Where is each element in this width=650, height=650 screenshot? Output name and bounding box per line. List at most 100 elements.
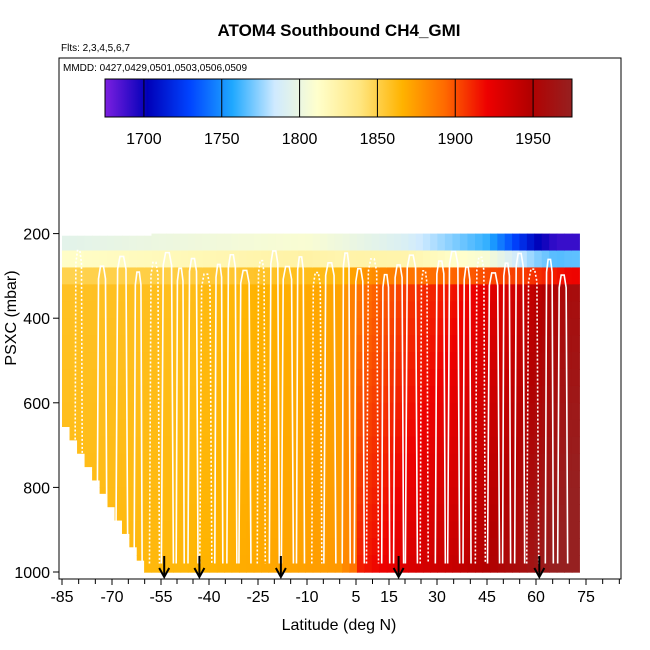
- heatmap-cell: [422, 233, 431, 252]
- heatmap-cell: [444, 555, 454, 573]
- heatmap-cell: [305, 419, 314, 438]
- heatmap-cell: [238, 436, 247, 455]
- heatmap-cell: [136, 487, 145, 505]
- heatmap-cell: [571, 572, 580, 573]
- heatmap-cell: [107, 284, 116, 302]
- heatmap-cell: [246, 250, 255, 269]
- heatmap-cell: [556, 487, 565, 505]
- heatmap-cell: [166, 453, 174, 472]
- heatmap-cell: [275, 419, 284, 438]
- heatmap-cell: [437, 555, 446, 573]
- heatmap-cell: [275, 352, 284, 370]
- heatmap-cell: [467, 487, 476, 505]
- heatmap-cell: [305, 487, 314, 505]
- heatmap-cell: [452, 284, 461, 302]
- heatmap-cell: [504, 250, 513, 269]
- heatmap-cell: [238, 335, 247, 353]
- heatmap-cell: [534, 284, 543, 302]
- heatmap-cell: [77, 385, 86, 404]
- flight-profile: [256, 259, 267, 564]
- heatmap-cell: [475, 368, 484, 387]
- heatmap-cell: [342, 521, 351, 539]
- heatmap-cell: [452, 368, 461, 387]
- heatmap-cell: [312, 250, 321, 269]
- heatmap-cell: [320, 368, 329, 387]
- heatmap-cell: [556, 436, 565, 455]
- flight-profile: [295, 256, 306, 564]
- heatmap-cell: [415, 470, 424, 488]
- heatmap-cell: [261, 385, 270, 404]
- heatmap-cell: [334, 572, 343, 573]
- heatmap-cell: [268, 335, 277, 353]
- heatmap-cell: [489, 318, 498, 336]
- flight-profile: [525, 268, 540, 564]
- heatmap-cell: [475, 487, 484, 505]
- heatmap-cell: [202, 436, 211, 455]
- heatmap-cell: [519, 233, 528, 252]
- heatmap-cell: [187, 301, 196, 319]
- heatmap-cell: [275, 301, 284, 319]
- heatmap-cell: [349, 436, 358, 455]
- heatmap-cell: [99, 250, 108, 269]
- heatmap-cell: [497, 368, 506, 387]
- heatmap-cell: [394, 385, 402, 404]
- heatmap-cell: [84, 385, 93, 404]
- heatmap-cell: [275, 284, 284, 302]
- heatmap-cell: [327, 267, 336, 285]
- heatmap-cell: [305, 385, 314, 404]
- heatmap-cell: [77, 419, 86, 438]
- heatmap-cell: [534, 504, 543, 522]
- heatmap-cell: [534, 436, 543, 455]
- heatmap-cell: [297, 470, 306, 488]
- heatmap-cell: [356, 487, 365, 505]
- heatmap-cell: [290, 521, 299, 539]
- heatmap-cell: [297, 318, 306, 336]
- heatmap-cell: [209, 318, 218, 336]
- heatmap-cell: [238, 453, 247, 472]
- heatmap-cell: [459, 538, 469, 556]
- heatmap-cell: [364, 233, 373, 252]
- heatmap-cell: [209, 436, 218, 455]
- flight-profile: [544, 258, 555, 564]
- heatmap-cell: [482, 436, 491, 455]
- heatmap-cell: [356, 301, 365, 319]
- heatmap-cell: [379, 436, 388, 455]
- heatmap-cell: [504, 487, 513, 505]
- heatmap-cell: [209, 267, 218, 285]
- heatmap-cell: [187, 504, 196, 522]
- heatmap-cell: [334, 453, 343, 472]
- heatmap-cell: [556, 470, 565, 488]
- heatmap-cell: [349, 419, 358, 438]
- heatmap-cell: [526, 385, 535, 404]
- heatmap-cell: [166, 436, 174, 455]
- heatmap-cell: [327, 352, 336, 370]
- flight-profile: [434, 260, 447, 564]
- heatmap-cell: [202, 572, 211, 573]
- heatmap-cell: [497, 267, 506, 285]
- heatmap-cell: [342, 318, 351, 336]
- heatmap-cell: [526, 538, 535, 556]
- heatmap-cell: [166, 555, 174, 573]
- heatmap-cell: [312, 538, 321, 556]
- heatmap-cell: [268, 470, 277, 488]
- heatmap-cell: [84, 335, 93, 353]
- heatmap-cell: [238, 487, 247, 505]
- heatmap-cell: [180, 335, 189, 353]
- heatmap-cell: [224, 233, 233, 252]
- heatmap-cell: [571, 470, 580, 488]
- heatmap-cell: [216, 538, 225, 556]
- heatmap-cell: [297, 284, 306, 302]
- heatmap-cell: [459, 572, 469, 573]
- heatmap-cell: [216, 385, 225, 404]
- heatmap-cell: [430, 267, 438, 285]
- heatmap-cell: [312, 572, 321, 573]
- heatmap-cell: [394, 368, 402, 387]
- heatmap-cell: [261, 538, 270, 556]
- heatmap-cell: [334, 555, 343, 573]
- heatmap-cell: [342, 250, 351, 269]
- heatmap-cell: [489, 487, 498, 505]
- heatmap-cell: [99, 301, 108, 319]
- heatmap-cell: [379, 470, 388, 488]
- colorbar-ticks: 1700 1750 1800 1850 1900 1950: [126, 79, 551, 148]
- heatmap-cell: [386, 267, 395, 285]
